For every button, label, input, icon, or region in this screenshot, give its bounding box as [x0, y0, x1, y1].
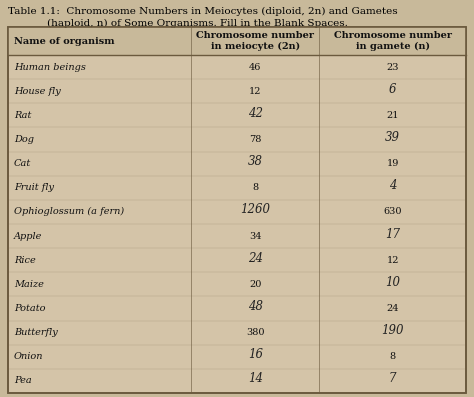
Text: House fly: House fly [14, 87, 61, 96]
Text: 24: 24 [248, 252, 263, 265]
Text: Onion: Onion [14, 352, 44, 361]
Text: 39: 39 [385, 131, 400, 144]
Text: Ophioglossum (a fern): Ophioglossum (a fern) [14, 207, 124, 216]
Text: 17: 17 [385, 227, 400, 241]
Text: Pea: Pea [14, 376, 32, 385]
Text: 24: 24 [386, 304, 399, 313]
Text: 630: 630 [383, 207, 402, 216]
Bar [8, 27, 466, 55]
Text: Chromosome number
in gamete (n): Chromosome number in gamete (n) [334, 31, 452, 51]
Text: 14: 14 [248, 372, 263, 385]
Text: Human beings: Human beings [14, 63, 86, 71]
Text: Maize: Maize [14, 280, 44, 289]
Text: Table 1.1:  Chromosome Numbers in Meiocytes (diploid, 2n) and Gametes: Table 1.1: Chromosome Numbers in Meiocyt… [8, 7, 398, 16]
Text: (haploid, n) of Some Organisms. Fill in the Blank Spaces.: (haploid, n) of Some Organisms. Fill in … [8, 19, 348, 28]
Text: 7: 7 [389, 372, 396, 385]
Text: 48: 48 [248, 300, 263, 313]
Text: 34: 34 [249, 231, 262, 241]
Text: 46: 46 [249, 63, 262, 71]
Text: 38: 38 [248, 155, 263, 168]
Text: 190: 190 [382, 324, 404, 337]
Text: Butterfly: Butterfly [14, 328, 58, 337]
Text: 12: 12 [249, 87, 262, 96]
Text: 19: 19 [386, 159, 399, 168]
Text: 21: 21 [386, 111, 399, 120]
Text: Name of organism: Name of organism [14, 37, 115, 46]
Text: 8: 8 [390, 352, 396, 361]
Text: Rat: Rat [14, 111, 31, 120]
Text: Rice: Rice [14, 256, 36, 265]
Text: Apple: Apple [14, 231, 42, 241]
Text: 78: 78 [249, 135, 262, 144]
Text: 12: 12 [386, 256, 399, 265]
Text: 380: 380 [246, 328, 264, 337]
Text: 23: 23 [386, 63, 399, 71]
Text: 4: 4 [389, 179, 396, 193]
Text: Potato: Potato [14, 304, 46, 313]
Text: 20: 20 [249, 280, 262, 289]
Text: Fruit fly: Fruit fly [14, 183, 54, 192]
Text: 6: 6 [389, 83, 396, 96]
Text: 1260: 1260 [240, 204, 270, 216]
Text: 10: 10 [385, 276, 400, 289]
Text: Dog: Dog [14, 135, 34, 144]
Text: 42: 42 [248, 107, 263, 120]
Text: Chromosome number
in meiocyte (2n): Chromosome number in meiocyte (2n) [196, 31, 314, 51]
Text: Cat: Cat [14, 159, 31, 168]
Text: 16: 16 [248, 348, 263, 361]
Text: 8: 8 [252, 183, 258, 192]
